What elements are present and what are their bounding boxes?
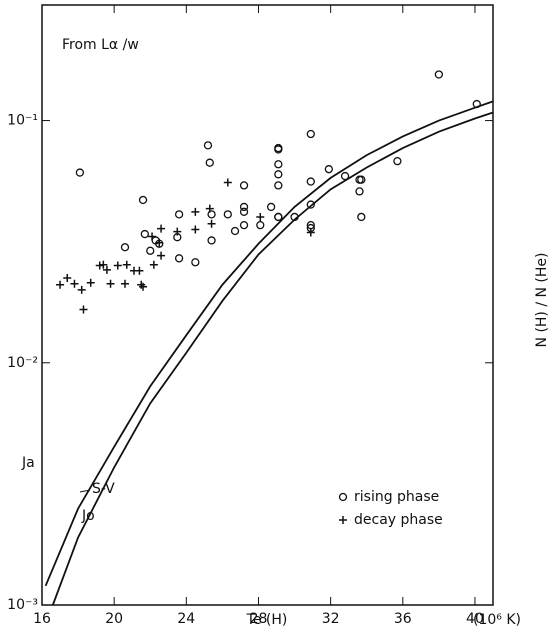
decay-point xyxy=(70,279,79,288)
rising-point xyxy=(306,177,315,186)
rising-point xyxy=(191,258,200,267)
x-tick-label: 20 xyxy=(105,611,123,627)
plot-frame xyxy=(41,4,494,606)
rising-point xyxy=(274,145,283,154)
rising-point xyxy=(393,156,402,166)
x-axis-label: Te (H) xyxy=(246,612,288,628)
decay-point xyxy=(99,260,108,269)
rising-point xyxy=(230,226,240,236)
rising-point xyxy=(274,170,283,179)
decay-point xyxy=(135,266,144,275)
decay-point xyxy=(157,224,166,233)
rising-point xyxy=(306,129,315,139)
rising-point xyxy=(205,158,214,167)
rising-point xyxy=(239,181,249,190)
rising-point xyxy=(239,202,249,212)
decay-point xyxy=(139,282,148,291)
decay-point xyxy=(191,207,200,216)
rising-point xyxy=(207,236,216,245)
y-tick-label: 10⁻³ xyxy=(7,597,38,613)
rising-point xyxy=(203,141,213,150)
decay-point xyxy=(56,280,65,289)
decay-point xyxy=(223,178,232,187)
x-tick-label: 36 xyxy=(394,611,412,627)
y-tick-label: 10⁻² xyxy=(7,355,38,371)
decay-point xyxy=(102,265,111,274)
rising-point xyxy=(274,212,283,222)
rising-point xyxy=(434,70,444,79)
legend-marker xyxy=(338,492,348,502)
decay-point xyxy=(306,228,315,237)
rising-point xyxy=(120,243,130,252)
decay-point xyxy=(137,280,146,289)
x-axis-unit: (10⁶ K) xyxy=(473,612,521,628)
decay-point xyxy=(63,273,72,282)
decay-point xyxy=(79,305,88,314)
curve-label: Ja xyxy=(21,455,35,471)
rising-point xyxy=(355,187,364,196)
legend-marker xyxy=(339,516,347,524)
rising-point xyxy=(146,246,155,255)
x-tick-label: 28 xyxy=(250,611,268,627)
rising-point xyxy=(357,212,366,222)
decay-point xyxy=(113,261,122,270)
rising-point xyxy=(274,181,283,190)
rising-point xyxy=(138,195,148,205)
rising-point xyxy=(174,210,184,219)
rising-point xyxy=(357,175,366,184)
decay-point xyxy=(157,251,166,260)
decay-point xyxy=(173,227,182,236)
decay-point xyxy=(205,204,214,213)
y-tick-label: 10⁻¹ xyxy=(7,113,38,129)
curve xyxy=(44,100,494,587)
decay-point xyxy=(77,285,86,294)
legend-label: rising phase xyxy=(354,489,439,505)
x-tick-label: 16 xyxy=(33,611,51,627)
y-axis-label: N (H) / N (He) xyxy=(534,253,550,348)
decay-point xyxy=(149,260,158,269)
curve xyxy=(51,111,494,606)
rising-point xyxy=(274,160,283,169)
x-tick-label: 24 xyxy=(177,611,195,627)
decay-point xyxy=(191,225,200,234)
rising-point xyxy=(266,202,276,212)
decay-point xyxy=(86,278,95,287)
rising-point xyxy=(174,254,184,263)
rising-point xyxy=(239,221,249,230)
decay-point xyxy=(155,238,164,247)
rising-point xyxy=(207,210,216,219)
decay-point xyxy=(120,279,129,288)
chart-title: From Lα /w xyxy=(62,37,139,53)
decay-point xyxy=(256,212,265,221)
x-tick-label: 32 xyxy=(322,611,340,627)
curve-label: Jo xyxy=(81,508,95,524)
decay-point xyxy=(207,219,216,228)
x-tick-label: 40 xyxy=(466,611,484,627)
decay-point xyxy=(95,261,104,270)
rising-point xyxy=(223,210,232,219)
rising-point xyxy=(75,168,85,177)
decay-point xyxy=(122,260,131,269)
decay-point xyxy=(148,232,157,241)
rising-point xyxy=(324,165,333,174)
rising-point xyxy=(239,207,249,216)
rising-point xyxy=(306,200,315,209)
decay-point xyxy=(106,279,115,288)
rising-point xyxy=(140,229,149,239)
rising-point xyxy=(256,221,265,230)
legend-label: decay phase xyxy=(354,512,443,528)
